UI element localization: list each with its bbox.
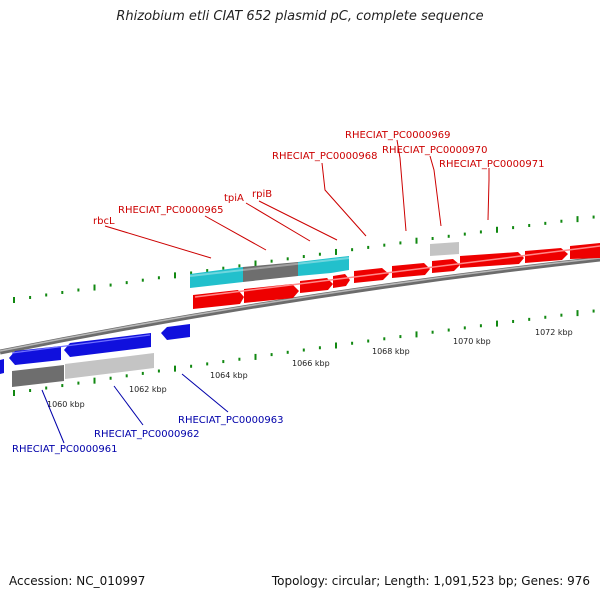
forward-labels: rbcL RHECIAT_PC0000965 tpiA rpiB RHECIAT… <box>93 130 544 227</box>
scale-label-1068: 1068 kbp <box>372 347 410 356</box>
feature-cyan-1 <box>190 267 243 288</box>
label-rheciat-pc0000963: RHECIAT_PC0000963 <box>178 415 283 426</box>
forward-callout-lines <box>104 139 490 259</box>
topology-summary: Topology: circular; Length: 1,091,523 bp… <box>271 574 590 588</box>
label-rheciat-pc0000969: RHECIAT_PC0000969 <box>345 130 450 141</box>
feature-light-1 <box>430 242 459 256</box>
label-rheciat-pc0000965: RHECIAT_PC0000965 <box>118 205 223 216</box>
gene-tpiA <box>300 278 333 293</box>
feature-cyan-2 <box>298 258 331 276</box>
genome-backbone <box>0 256 600 355</box>
map-title: Rhizobium etli CIAT 652 plasmid pC, comp… <box>116 9 484 24</box>
reverse-callout-lines <box>41 373 229 444</box>
label-rheciat-pc0000970: RHECIAT_PC0000970 <box>382 145 487 156</box>
callout-rheciat-pc0000961 <box>41 389 65 444</box>
gene-rheciat-pc0000963 <box>161 324 190 340</box>
callout-rheciat-pc0000968 <box>321 162 367 237</box>
label-rheciat-pc0000968: RHECIAT_PC0000968 <box>272 151 377 162</box>
callout-rheciat-pc0000963 <box>181 373 229 413</box>
label-tpiA: tpiA <box>224 193 244 204</box>
feature-light-2 <box>65 353 154 379</box>
tick-row-inner <box>13 309 595 396</box>
callout-rheciat-pc0000962 <box>113 385 144 426</box>
scale-label-1062: 1062 kbp <box>129 385 167 394</box>
scale-label-1070: 1070 kbp <box>453 337 491 346</box>
label-rpiB: rpiB <box>252 189 272 200</box>
label-rheciat-pc0000961: RHECIAT_PC0000961 <box>12 444 117 455</box>
scale-label-1066: 1066 kbp <box>292 359 330 368</box>
reverse-labels: RHECIAT_PC0000963 RHECIAT_PC0000962 RHEC… <box>12 415 283 455</box>
feature-dark-1 <box>243 262 298 282</box>
feature-track-upper <box>189 242 459 288</box>
forward-gene-track <box>193 243 600 309</box>
gene-highlight <box>194 245 600 298</box>
gene-rheciat-pc0000961 <box>9 346 61 365</box>
label-rbcL: rbcL <box>93 216 115 227</box>
callout-rpiB <box>258 200 338 241</box>
callout-rheciat-pc0000969 <box>396 139 407 232</box>
callout-rheciat-pc0000970 <box>429 155 442 227</box>
gene-reverse-left <box>0 359 4 374</box>
scale-label-1060: 1060 kbp <box>47 400 85 409</box>
callout-tpiA <box>245 202 311 242</box>
callout-rbcL <box>104 225 212 259</box>
callout-rheciat-pc0000971 <box>487 168 490 221</box>
feature-highlight <box>189 257 350 277</box>
tick-row-outer <box>13 215 595 303</box>
scale-label-1064: 1064 kbp <box>210 371 248 380</box>
feature-track-lower <box>12 353 154 387</box>
gene-forward-10 <box>570 243 600 259</box>
feature-cyan-3 <box>331 256 349 273</box>
reverse-gene-track <box>0 324 190 374</box>
gene-reverse-highlight <box>11 334 151 354</box>
feature-dark-2 <box>12 365 64 387</box>
label-rheciat-pc0000971: RHECIAT_PC0000971 <box>439 159 544 170</box>
label-rheciat-pc0000962: RHECIAT_PC0000962 <box>94 429 199 440</box>
scale-labels: 1060 kbp 1062 kbp 1064 kbp 1066 kbp 1068… <box>47 328 573 409</box>
callout-rheciat-pc0000965 <box>204 215 267 251</box>
gene-rbcL <box>193 290 244 309</box>
gene-rpiB <box>333 274 350 288</box>
scale-label-1072: 1072 kbp <box>535 328 573 337</box>
gene-rheciat-pc0000962 <box>64 333 151 357</box>
accession-label: Accession: NC_010997 <box>9 574 146 588</box>
